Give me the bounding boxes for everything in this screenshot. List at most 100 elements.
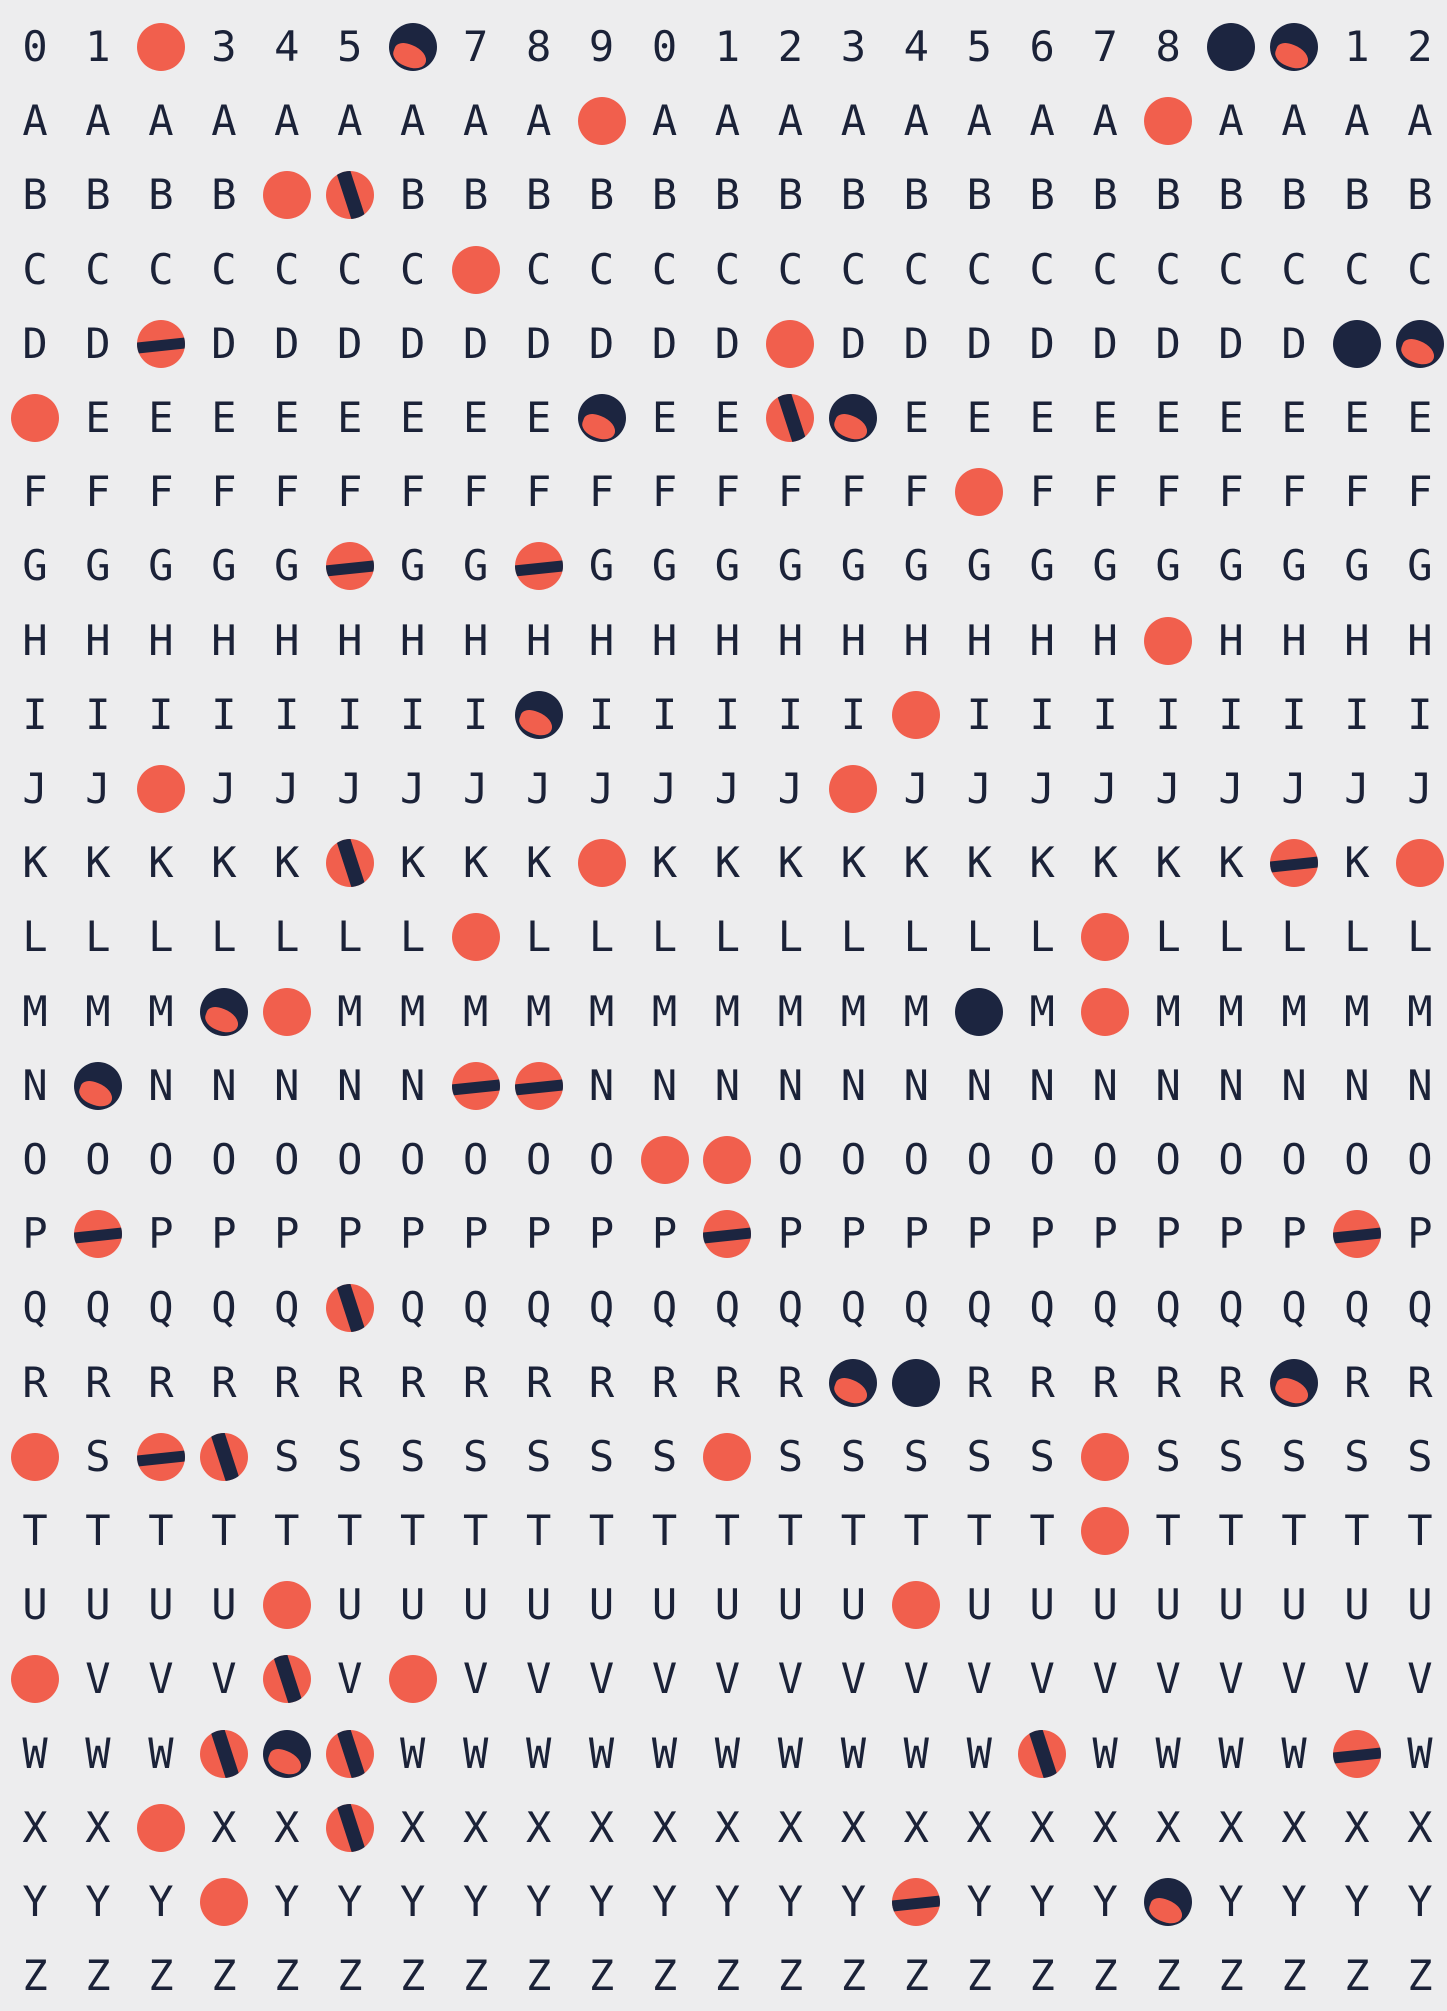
grid-char: M <box>1344 986 1370 1036</box>
grid-char: P <box>400 1209 426 1259</box>
grid-char: P <box>966 1209 992 1259</box>
grid-cell-y-6: Y <box>382 1867 444 1937</box>
grid-cell-v-2: V <box>130 1644 192 1714</box>
grid-char: R <box>462 1357 489 1407</box>
grid-cell-x-17: X <box>1074 1793 1136 1863</box>
grid-cell-0-2: 2 <box>130 12 192 82</box>
grid-cell-e-3: E <box>193 383 255 453</box>
grid-cell-p-0: P <box>4 1199 66 1269</box>
grid-cell-p-9: P <box>571 1199 633 1269</box>
grid-char: I <box>1281 689 1307 739</box>
grid-char: G <box>588 541 615 591</box>
grid-cell-o-21: O <box>1326 1125 1388 1195</box>
grid-cell-e-5: E <box>319 383 381 453</box>
grid-char: I <box>966 689 992 739</box>
grid-cell-v-13: V <box>822 1644 884 1714</box>
grid-char: G <box>400 541 426 591</box>
grid-cell-a-1: A <box>67 86 129 156</box>
grid-cell-q-21: Q <box>1326 1273 1388 1343</box>
grid-cell-m-13: M <box>822 977 884 1047</box>
grid-cell-n-17: N <box>1074 1051 1136 1121</box>
grid-char: T <box>337 1506 363 1555</box>
grid-char: R <box>148 1357 174 1407</box>
grid-cell-0-8: 8 <box>508 12 570 82</box>
dot-marker <box>1332 1210 1381 1259</box>
grid-char: D <box>274 318 300 368</box>
dot-marker <box>829 1358 878 1407</box>
grid-char: A <box>840 96 866 146</box>
grid-cell-q-16: Q <box>1011 1273 1073 1343</box>
grid-char: J <box>525 764 552 813</box>
grid-cell-r-7: R <box>445 1348 507 1418</box>
grid-cell-p-2: P <box>130 1199 192 1269</box>
grid-cell-v-3: V <box>193 1644 255 1714</box>
grid-cell-v-14: V <box>885 1644 947 1714</box>
grid-cell-j-3: J <box>193 754 255 824</box>
grid-cell-q-7: Q <box>445 1273 507 1343</box>
grid-char: B <box>85 170 111 220</box>
grid-char: T <box>903 1506 929 1555</box>
grid-char: W <box>588 1728 615 1778</box>
grid-char: F <box>85 467 111 517</box>
grid-cell-n-9: N <box>571 1051 633 1121</box>
grid-cell-q-20: Q <box>1263 1273 1325 1343</box>
grid-cell-z-19: Z <box>1200 1941 1262 2011</box>
grid-char: V <box>840 1654 866 1704</box>
dot-marker <box>1395 319 1444 368</box>
grid-cell-k-21: K <box>1326 828 1388 898</box>
grid-cell-e-6: E <box>382 383 444 453</box>
grid-cell-v-1: V <box>67 1644 129 1714</box>
grid-cell-k-6: K <box>382 828 444 898</box>
grid-char: F <box>1218 467 1244 517</box>
grid-char: Q <box>714 1283 741 1333</box>
grid-cell-g-20: G <box>1263 531 1325 601</box>
grid-cell-m-4: M <box>256 977 318 1047</box>
grid-char: C <box>1407 244 1433 294</box>
grid-cell-0-21: 1 <box>1326 12 1388 82</box>
grid-cell-e-7: E <box>445 383 507 453</box>
grid-char: Z <box>1407 1951 1433 2001</box>
dot-marker <box>577 97 626 146</box>
grid-char: D <box>22 318 48 368</box>
grid-char: P <box>1281 1209 1307 1259</box>
grid-char: O <box>1092 1135 1118 1184</box>
dot-marker <box>1081 1432 1130 1481</box>
grid-char: R <box>777 1357 804 1407</box>
dot-marker <box>325 542 374 591</box>
grid-cell-v-0: V <box>4 1644 66 1714</box>
grid-cell-i-21: I <box>1326 680 1388 750</box>
grid-cell-k-10: K <box>634 828 696 898</box>
grid-cell-r-13: R <box>822 1348 884 1418</box>
grid-char: E <box>903 393 929 442</box>
grid-cell-a-7: A <box>445 86 507 156</box>
grid-char: V <box>211 1654 237 1704</box>
grid-cell-i-4: I <box>256 680 318 750</box>
grid-cell-c-6: C <box>382 235 444 305</box>
dot-marker <box>1144 1878 1193 1926</box>
grid-char: U <box>337 1580 363 1630</box>
grid-cell-v-11: V <box>696 1644 758 1714</box>
grid-cell-o-2: O <box>130 1125 192 1195</box>
grid-cell-v-4: V <box>256 1644 318 1714</box>
grid-char: C <box>85 244 111 294</box>
grid-cell-g-2: G <box>130 531 192 601</box>
grid-char: K <box>85 838 111 888</box>
grid-char: T <box>22 1506 48 1555</box>
dot-marker <box>703 1432 752 1481</box>
dot-marker <box>829 394 878 442</box>
grid-char: 8 <box>525 22 552 71</box>
grid-cell-k-9: K <box>571 828 633 898</box>
grid-char: T <box>274 1506 300 1555</box>
grid-cell-s-22: S <box>1389 1422 1447 1492</box>
grid-cell-z-11: Z <box>696 1941 758 2011</box>
grid-char: Q <box>148 1283 174 1333</box>
grid-cell-s-5: S <box>319 1422 381 1492</box>
grid-char: A <box>1407 96 1433 146</box>
grid-cell-j-18: J <box>1137 754 1199 824</box>
grid-cell-f-7: F <box>445 457 507 527</box>
grid-char: H <box>22 615 48 665</box>
dot-marker <box>892 1358 941 1407</box>
grid-cell-0-5: 5 <box>319 12 381 82</box>
grid-char: H <box>588 615 615 665</box>
grid-char: I <box>22 689 48 739</box>
